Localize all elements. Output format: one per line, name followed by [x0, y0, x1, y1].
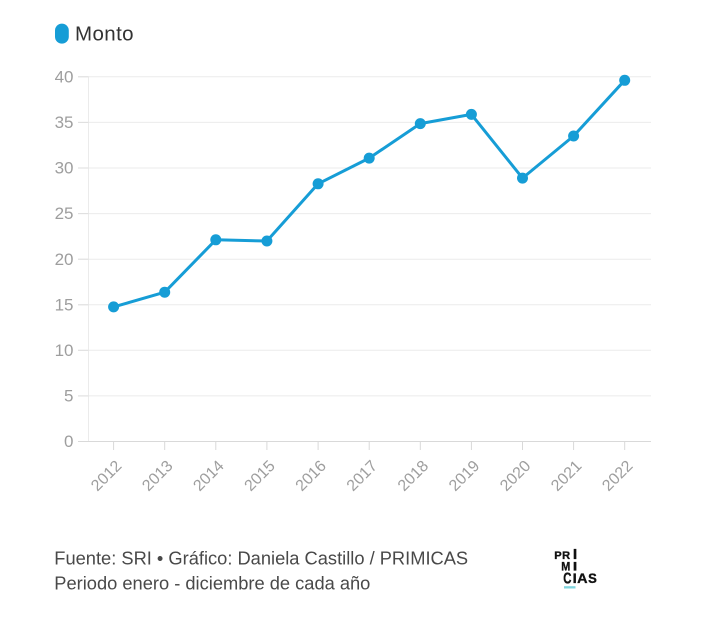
svg-text:2016: 2016 [293, 458, 330, 495]
svg-text:40: 40 [55, 67, 74, 86]
svg-text:Monto: Monto [75, 23, 134, 46]
svg-text:0: 0 [64, 432, 73, 451]
svg-text:10: 10 [55, 341, 74, 360]
svg-text:2018: 2018 [395, 458, 432, 495]
svg-text:5: 5 [64, 387, 73, 406]
svg-text:2022: 2022 [599, 458, 636, 495]
svg-text:P: P [554, 550, 562, 562]
svg-text:Periodo enero - diciembre de c: Periodo enero - diciembre de cada año [54, 573, 370, 594]
svg-text:R: R [562, 550, 570, 562]
svg-text:2013: 2013 [139, 458, 176, 495]
svg-text:I: I [573, 547, 577, 563]
svg-text:35: 35 [55, 113, 74, 132]
svg-text:2019: 2019 [446, 458, 483, 495]
svg-text:I: I [573, 559, 577, 573]
svg-text:C: C [563, 570, 571, 587]
svg-text:20: 20 [55, 250, 74, 269]
svg-text:2012: 2012 [88, 458, 125, 495]
svg-text:I: I [573, 571, 577, 586]
svg-text:2021: 2021 [548, 458, 585, 495]
svg-text:25: 25 [55, 204, 74, 223]
svg-text:2014: 2014 [190, 458, 227, 495]
svg-text:S: S [588, 571, 597, 586]
svg-text:M: M [561, 559, 570, 573]
svg-text:A: A [577, 571, 588, 586]
svg-text:2020: 2020 [497, 458, 534, 495]
svg-text:15: 15 [55, 295, 74, 314]
svg-text:2015: 2015 [242, 458, 279, 495]
svg-text:2017: 2017 [344, 458, 381, 495]
svg-text:30: 30 [55, 159, 74, 178]
svg-text:Fuente: SRI • Gráfico: Daniela: Fuente: SRI • Gráfico: Daniela Castillo … [54, 548, 468, 569]
